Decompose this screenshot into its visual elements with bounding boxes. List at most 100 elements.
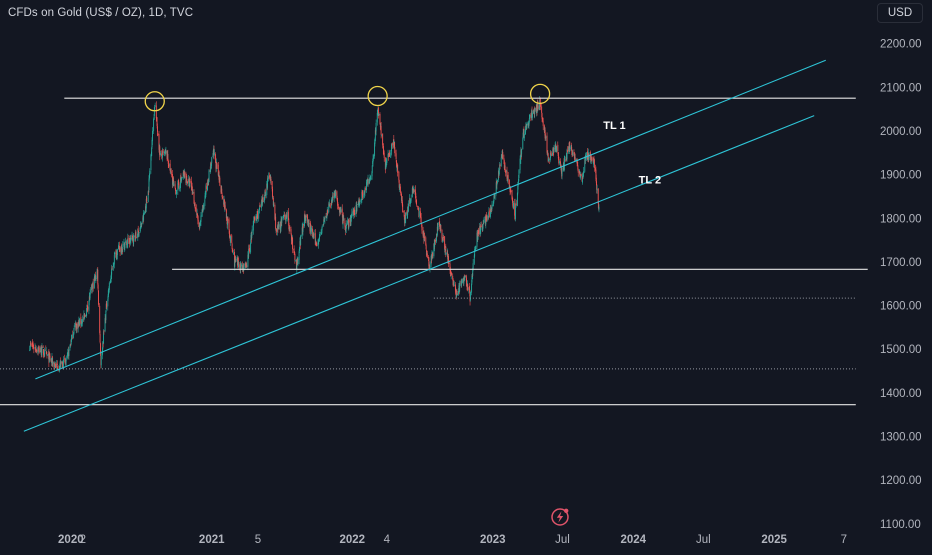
candle-body [347,220,349,224]
candle-body [374,142,376,157]
candle-body [222,196,223,199]
candle-body [167,153,169,161]
candle [379,112,381,125]
candle [170,168,172,178]
candle [286,210,288,222]
candle-body [402,211,404,213]
candle-body [167,160,169,164]
candle-body [493,202,494,204]
candle [97,266,99,289]
trendline-tl2-label: TL 2 [639,174,661,186]
candle [347,217,349,226]
candle-body [91,285,93,289]
candle [353,207,355,219]
symbol-title[interactable]: CFDs on Gold (US$ / OZ), 1D, TVC [8,7,194,19]
candle-body [90,290,91,292]
candle-body [132,237,134,241]
candle-body [279,224,281,230]
candle-body [337,201,339,206]
candle [90,287,91,295]
candle [130,234,132,244]
candle [521,149,523,158]
candle [545,135,547,141]
x-tick-label: 2025 [761,534,787,546]
candle [43,349,44,358]
candle-body [336,198,338,201]
candle-body [560,161,561,167]
candle [453,281,455,287]
candle-body [180,179,182,181]
candle-body [244,263,246,265]
candle-body [233,251,235,267]
candle [339,208,341,216]
candle-body [57,366,59,370]
candle-body [195,207,197,209]
candle-body [172,181,174,185]
y-tick-label: 1400.00 [880,388,922,400]
candle-body [376,112,378,123]
candle-body [595,167,596,171]
candle-body [116,255,118,258]
candle-body [500,157,502,166]
candle-body [573,152,575,158]
candle-body [381,134,382,136]
candle [289,225,291,232]
candle-body [554,145,556,150]
candle-body [390,152,392,158]
candle-body [146,202,148,204]
candle [391,143,392,155]
candle [348,217,350,227]
candle-body [285,215,287,219]
candle [211,156,213,166]
candle-body [546,135,548,153]
candle [182,169,184,180]
candle [383,150,385,162]
candle-body [404,218,406,223]
candle-body [159,155,161,157]
candle [143,210,145,215]
candle [84,314,86,317]
candle [252,220,254,235]
candle-body [410,197,412,201]
tradingview-lightning-logo-icon[interactable] [550,507,570,527]
candle [177,180,179,195]
candle-body [277,224,279,229]
candle-body [498,170,499,180]
candle-body [550,152,551,159]
candle-body [512,200,514,206]
candle-body [30,342,32,345]
candle [99,303,101,335]
candle [482,220,484,229]
y-tick-label: 1300.00 [880,432,922,444]
candle-body [341,208,343,215]
candle [159,144,161,161]
candle-body [270,179,272,182]
candle [584,156,586,173]
candle [445,243,447,258]
candle [267,172,269,182]
candle-body [221,188,223,194]
price-axis[interactable]: 2200.00 2100.00 2000.00 1900.00 1800.00 1700.… [880,39,922,531]
candle [399,184,401,193]
candle-body [525,125,527,130]
candle-body [313,234,315,236]
trendline-tl2 [23,115,815,432]
candle-body [239,264,241,270]
candle-body [391,144,392,152]
candle-body [356,204,358,205]
candle-body [509,185,511,187]
currency-button[interactable]: USD [877,3,923,23]
candle-body [496,179,498,184]
candle [30,341,32,346]
candle [499,163,501,170]
candle [531,110,533,121]
candle-body [372,161,374,165]
candle-body [440,224,442,230]
candle [147,190,149,203]
candle-body [337,205,339,208]
candle [315,242,317,246]
candle-body [119,247,121,252]
